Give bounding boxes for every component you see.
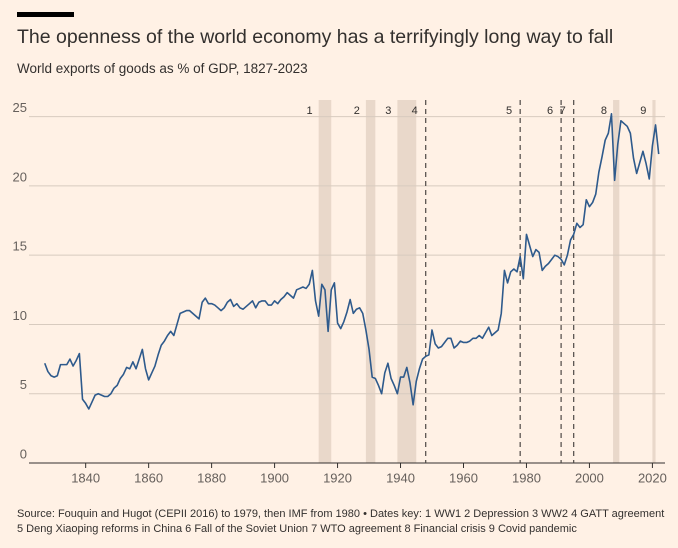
event-band [318, 100, 332, 463]
event-label: 7 [560, 105, 566, 117]
x-tick-label: 1960 [449, 470, 478, 485]
event-band [613, 100, 620, 463]
event-band [365, 100, 376, 463]
source-note: Source: Fouquin and Hugot (CEPII 2016) t… [17, 508, 665, 535]
event-label: 2 [354, 105, 360, 117]
event-label: 4 [412, 105, 418, 117]
x-tick-label: 2000 [575, 470, 604, 485]
event-label: 9 [640, 105, 646, 117]
event-band [652, 100, 656, 463]
event-band [397, 100, 417, 463]
x-tick-label: 1860 [134, 470, 163, 485]
x-tick-label: 2020 [638, 470, 667, 485]
event-label: 5 [506, 105, 512, 117]
y-tick-label: 0 [20, 446, 27, 461]
y-tick-label: 5 [20, 377, 27, 392]
y-tick-label: 20 [13, 169, 27, 184]
x-tick-label: 1940 [386, 470, 415, 485]
chart-subtitle: World exports of goods as % of GDP, 1827… [17, 61, 308, 76]
x-tick-label: 1980 [512, 470, 541, 485]
x-tick-label: 1840 [71, 470, 100, 485]
data-line [43, 113, 660, 410]
x-tick-label: 1920 [323, 470, 352, 485]
event-label: 8 [601, 105, 607, 117]
chart-title: The openness of the world economy has a … [17, 26, 614, 48]
event-label: 3 [385, 105, 391, 117]
brand-bar [17, 12, 74, 17]
event-label: 1 [307, 105, 313, 117]
event-label: 6 [547, 105, 553, 117]
x-tick-label: 1880 [197, 470, 226, 485]
y-tick-label: 25 [13, 100, 27, 115]
x-tick-label: 1900 [260, 470, 289, 485]
y-tick-label: 10 [13, 308, 27, 323]
y-tick-label: 15 [13, 239, 27, 254]
